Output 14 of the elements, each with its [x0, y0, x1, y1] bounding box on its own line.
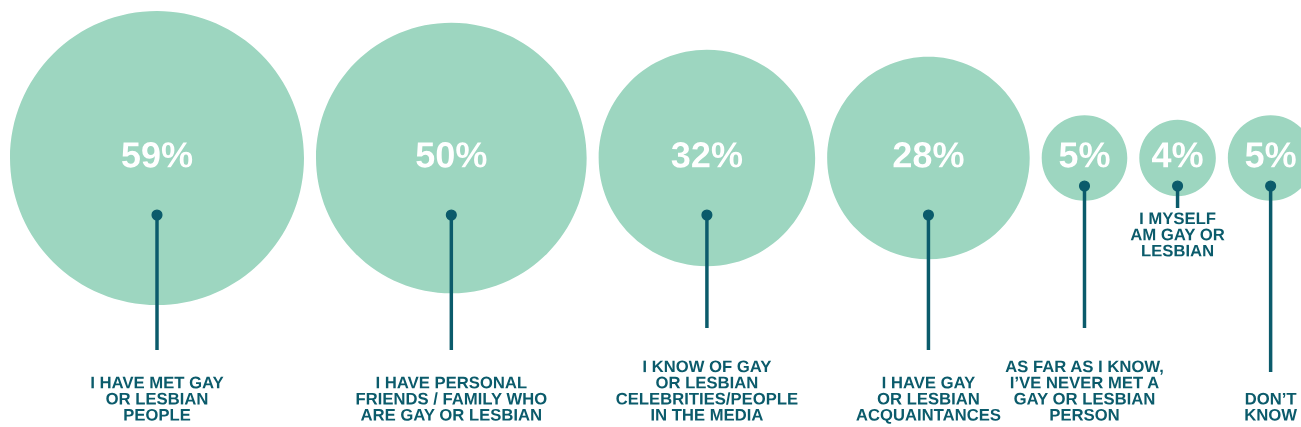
category-label: I HAVE PERSONAL FRIENDS / FAMILY WHO ARE GAY OR LESBIAN — [356, 376, 547, 421]
category-label: DON’T KNOW — [1245, 392, 1297, 421]
data-label: 50% — [416, 142, 487, 168]
category-label: AS FAR AS I KNOW, I’VE NEVER MET A GAY OR LESBIAN PERSON — [1005, 360, 1163, 421]
data-label: 28% — [893, 142, 964, 168]
category-label: I MYSELF AM GAY OR LESBIAN — [1130, 212, 1225, 257]
data-label: 32% — [671, 142, 743, 168]
category-label: I KNOW OF GAY OR LESBIAN CELEBRITIES/PEOPLE IN THE MEDIA — [616, 360, 798, 421]
data-label: 4% — [1152, 142, 1203, 168]
category-label: I HAVE GAY OR LESBIAN ACQUAINTANCES — [856, 376, 1001, 424]
data-label: 59% — [121, 142, 193, 168]
data-label: 5% — [1245, 142, 1296, 168]
data-label: 5% — [1059, 142, 1110, 168]
category-label: I HAVE MET GAY OR LESBIAN PEOPLE — [91, 376, 224, 421]
